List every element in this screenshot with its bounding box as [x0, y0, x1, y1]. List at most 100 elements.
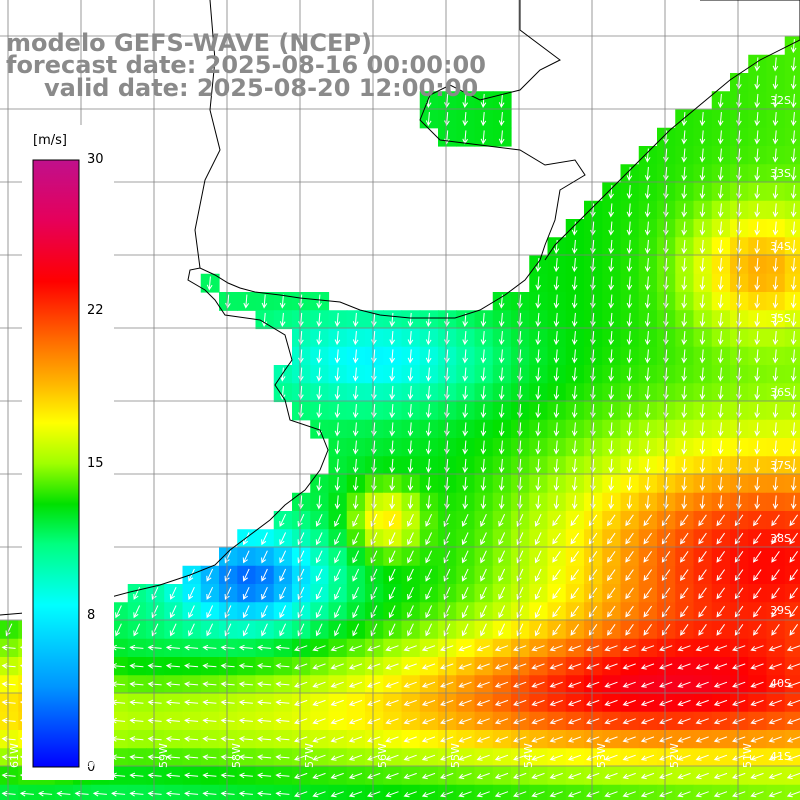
colorbar-label-30: 30	[87, 152, 104, 167]
wind-arrow	[225, 294, 231, 309]
wind-arrow	[531, 791, 545, 798]
wind-cell	[237, 784, 257, 800]
wind-arrow	[330, 699, 344, 707]
wind-cell	[638, 784, 658, 800]
wind-arrow	[425, 349, 432, 364]
wind-arrow	[1, 681, 16, 688]
wind-arrow	[257, 681, 272, 688]
wind-arrow	[370, 586, 378, 600]
wind-arrow	[371, 440, 377, 455]
wind-arrow	[590, 331, 596, 346]
wind-arrow	[716, 532, 726, 545]
wind-arrow	[772, 93, 779, 108]
wind-arrow	[790, 112, 797, 127]
wind-arrow	[790, 440, 797, 455]
wind-arrow	[184, 754, 199, 761]
wind-arrow	[389, 349, 396, 364]
wind-arrow	[790, 331, 797, 346]
wind-arrow	[626, 258, 633, 273]
wind-arrow	[1, 644, 16, 651]
wind-arrow	[590, 367, 596, 382]
wind-cell	[419, 784, 439, 800]
wind-arrow	[663, 385, 669, 400]
wind-arrow	[535, 477, 542, 492]
wind-arrow	[188, 623, 195, 637]
wind-cell	[365, 784, 384, 800]
wind-arrow	[257, 772, 272, 779]
wind-arrow	[275, 772, 290, 779]
wind-arrow	[695, 699, 709, 707]
wind-arrow	[476, 681, 490, 688]
wind-arrow	[768, 791, 782, 798]
wind-arrow	[535, 458, 542, 473]
wind-arrow	[294, 772, 308, 780]
wind-arrow	[734, 551, 744, 563]
wind-arrow	[772, 422, 779, 437]
wind-arrow	[494, 736, 509, 743]
wind-arrow	[513, 791, 527, 798]
wind-arrow	[440, 645, 454, 652]
wind-arrow	[513, 645, 527, 652]
wind-arrow	[640, 754, 655, 761]
wind-arrow	[531, 772, 545, 780]
wind-arrow	[421, 736, 436, 743]
wind-arrow	[553, 239, 560, 254]
wind-arrow	[717, 385, 724, 400]
wind-arrow	[476, 736, 490, 743]
wind-arrow	[717, 130, 724, 145]
wind-arrow	[421, 645, 436, 652]
wind-cell	[784, 127, 800, 147]
wind-arrow	[699, 112, 706, 127]
wind-arrow	[389, 367, 396, 382]
wind-arrow	[534, 513, 542, 527]
wind-arrow	[567, 754, 582, 761]
wind-arrow	[275, 699, 290, 706]
wind-arrow	[315, 586, 323, 600]
wind-arrow	[732, 772, 746, 780]
lat-label-34s: 34S	[770, 240, 791, 253]
wind-cell	[109, 784, 129, 800]
wind-arrow	[147, 736, 162, 742]
wind-arrow	[699, 349, 706, 364]
wind-arrow	[184, 772, 199, 779]
lon-label-61w: 61W	[8, 743, 21, 768]
wind-arrow	[553, 458, 560, 473]
wind-arrow	[699, 185, 706, 200]
wind-arrow	[698, 514, 707, 527]
wind-arrow	[462, 477, 469, 492]
wind-arrow	[679, 551, 689, 563]
wind-arrow	[590, 495, 596, 510]
wind-cell	[784, 219, 800, 238]
wind-arrow	[385, 718, 399, 725]
wind-arrow	[640, 663, 655, 670]
wind-arrow	[458, 681, 472, 688]
wind-arrow	[461, 513, 469, 527]
wind-arrow	[640, 718, 655, 725]
wind-arrow	[608, 331, 615, 346]
wind-arrow	[644, 148, 651, 163]
wind-cell	[0, 784, 19, 800]
wind-arrow	[316, 404, 323, 419]
wind-arrow	[640, 699, 655, 707]
wind-arrow	[586, 754, 600, 761]
wind-arrow	[1, 754, 16, 761]
wind-arrow	[531, 718, 545, 725]
wind-arrow	[480, 331, 487, 346]
wind-arrow	[389, 422, 396, 437]
wind-arrow	[732, 663, 746, 670]
wind-cell	[784, 200, 800, 220]
wind-cell	[784, 492, 800, 512]
wind-arrow	[388, 568, 396, 582]
wind-arrow	[626, 239, 633, 254]
wind-arrow	[754, 258, 761, 273]
wind-arrow	[494, 663, 509, 670]
wind-cell	[784, 456, 800, 476]
wind-arrow	[604, 681, 618, 688]
wind-arrow	[534, 568, 542, 582]
wind-arrow	[330, 791, 344, 798]
wind-arrow	[643, 624, 653, 636]
wind-arrow	[604, 754, 618, 761]
wind-arrow	[768, 718, 782, 725]
wind-arrow	[425, 422, 432, 437]
wind-arrow	[425, 385, 432, 400]
